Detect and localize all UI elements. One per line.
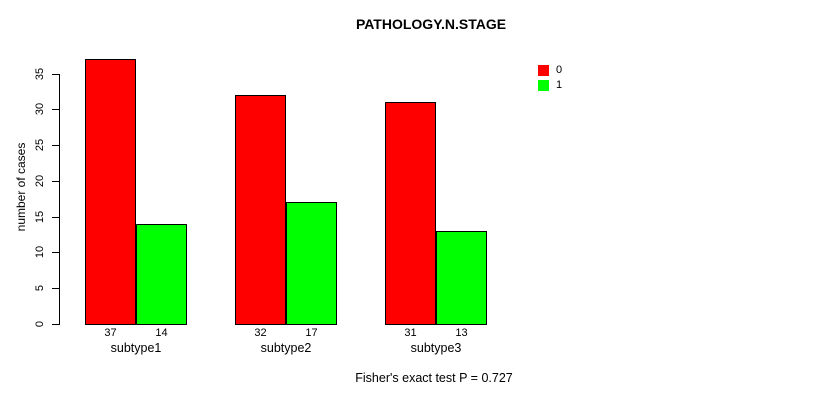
bar-subtype1-series-1 <box>136 223 187 325</box>
legend-swatch-icon <box>538 64 549 76</box>
legend-label: 0 <box>556 63 563 76</box>
y-tick-label: 15 <box>34 210 46 223</box>
y-axis-line <box>59 73 60 325</box>
bar-value-label: 14 <box>155 327 168 339</box>
bar-value-label: 31 <box>404 327 417 339</box>
legend-swatch-icon <box>538 79 549 91</box>
y-tick-label: 10 <box>34 246 46 259</box>
bar-subtype3-series-0 <box>385 102 436 325</box>
y-tick-mark <box>52 145 59 147</box>
category-label-subtype1: subtype1 <box>110 341 162 355</box>
bar-subtype2-series-1 <box>286 202 337 325</box>
legend-item-1: 1 <box>538 78 562 92</box>
y-tick-mark <box>52 288 59 290</box>
y-tick-mark <box>52 324 59 325</box>
y-tick-mark <box>52 73 59 75</box>
legend-label: 1 <box>556 78 563 91</box>
y-tick-label: 25 <box>34 138 46 152</box>
bar-subtype1-series-0 <box>85 59 136 325</box>
bar-value-label: 13 <box>455 327 468 339</box>
bar-value-label: 32 <box>254 327 267 339</box>
y-tick-label: 30 <box>34 103 46 116</box>
y-tick-mark <box>52 109 59 111</box>
chart-title: PATHOLOGY.N.STAGE <box>355 16 507 32</box>
bar-value-label: 17 <box>305 327 318 339</box>
y-tick-mark <box>52 252 59 254</box>
y-tick-label: 35 <box>34 67 46 80</box>
y-tick-mark <box>52 216 59 218</box>
y-tick-label: 20 <box>34 174 46 187</box>
y-tick-mark <box>52 180 59 182</box>
bar-value-label: 37 <box>104 327 117 339</box>
y-tick-label: 5 <box>34 285 46 292</box>
legend-item-0: 0 <box>538 63 562 77</box>
bar-subtype3-series-1 <box>436 230 487 325</box>
y-tick-label: 0 <box>34 320 46 328</box>
category-label-subtype3: subtype3 <box>410 341 462 355</box>
category-label-subtype2: subtype2 <box>260 341 312 355</box>
annotation-fishers-exact-test: Fisher's exact test P = 0.727 <box>355 371 513 385</box>
y-axis-title: number of cases <box>14 142 28 232</box>
bar-subtype2-series-0 <box>235 94 286 325</box>
